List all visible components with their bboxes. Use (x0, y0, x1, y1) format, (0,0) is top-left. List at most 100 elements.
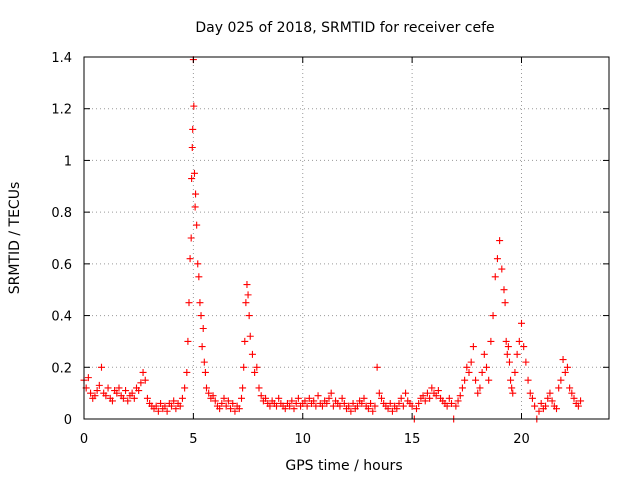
data-point (203, 384, 210, 392)
data-point (511, 368, 519, 376)
y-tick-label: 1.2 (51, 103, 72, 118)
data-point (432, 392, 440, 400)
data-point (281, 405, 289, 413)
data-point (329, 402, 337, 410)
data-point (559, 356, 567, 364)
data-point (157, 399, 165, 407)
data-point (255, 384, 263, 392)
data-point (220, 394, 228, 402)
data-point (469, 343, 477, 351)
data-point (189, 125, 197, 133)
data-point (119, 394, 127, 402)
data-point (485, 376, 493, 384)
data-point (555, 384, 563, 392)
x-tick-label: 0 (80, 432, 88, 447)
data-point (568, 389, 576, 397)
data-point (531, 402, 539, 410)
data-point (515, 337, 523, 345)
data-point (423, 389, 431, 397)
data-point (238, 394, 245, 402)
data-point (388, 407, 396, 415)
data-point (489, 312, 497, 320)
data-point (185, 299, 193, 307)
data-point (345, 402, 353, 410)
y-tick-label: 0.2 (51, 361, 72, 376)
data-point (360, 394, 368, 402)
data-point (542, 402, 550, 410)
data-point (496, 237, 504, 245)
data-point (349, 399, 357, 407)
data-point (183, 368, 191, 376)
data-point (402, 389, 410, 397)
data-point (312, 402, 320, 410)
y-axis-label: SRMTID / TECUs (7, 182, 23, 295)
data-point (275, 394, 283, 402)
y-tick-label: 1 (64, 154, 72, 169)
data-points-layer (80, 56, 585, 423)
data-point (205, 389, 213, 397)
data-point (395, 399, 403, 407)
data-point (197, 312, 205, 320)
data-point (172, 405, 180, 413)
data-point (561, 368, 569, 376)
data-point (421, 397, 429, 405)
data-point (102, 392, 110, 400)
data-point (577, 397, 585, 405)
data-point (325, 394, 333, 402)
data-point (91, 392, 99, 400)
data-point (463, 363, 471, 371)
data-point (323, 399, 331, 407)
data-point (493, 255, 501, 263)
data-point (408, 402, 416, 410)
data-point (154, 407, 162, 415)
data-point (472, 376, 480, 384)
data-point (528, 394, 536, 402)
data-point (415, 399, 423, 407)
data-point (487, 337, 495, 345)
y-tick-label: 0 (64, 413, 72, 428)
data-point (292, 399, 300, 407)
x-axis-label: GPS time / hours (285, 458, 402, 474)
data-point (161, 402, 169, 410)
data-point (288, 397, 296, 405)
data-point (241, 337, 249, 345)
data-point (199, 325, 207, 332)
data-point (186, 255, 194, 263)
data-point (443, 402, 451, 410)
tick-labels-layer: 0 0.2 0.4 0.6 0.8 1 1.2 1.4 0 5 10 15 20 (51, 51, 529, 447)
data-point (503, 350, 511, 358)
data-point (235, 405, 243, 413)
data-point (574, 402, 582, 410)
data-point (176, 402, 184, 410)
data-point (305, 394, 313, 402)
data-point (246, 332, 254, 340)
data-point (240, 363, 248, 371)
data-point (122, 387, 130, 395)
data-point (522, 358, 530, 366)
data-point (375, 389, 383, 397)
data-point (190, 169, 198, 177)
data-point (373, 363, 381, 371)
data-point (231, 407, 239, 415)
data-point (336, 402, 344, 410)
data-point (128, 389, 136, 397)
data-point (454, 397, 462, 405)
data-point (227, 405, 235, 413)
data-point (262, 394, 270, 402)
x-tick-label: 10 (294, 432, 311, 447)
data-point (327, 389, 335, 397)
data-point (195, 273, 203, 281)
data-point (314, 392, 322, 400)
data-point (257, 392, 265, 400)
data-point (513, 350, 521, 358)
data-point (178, 394, 186, 402)
data-point (194, 260, 202, 268)
data-point (216, 405, 224, 413)
data-point (364, 405, 372, 413)
data-point (152, 402, 160, 410)
data-point (386, 399, 394, 407)
data-point (84, 374, 92, 382)
data-point (303, 402, 311, 410)
